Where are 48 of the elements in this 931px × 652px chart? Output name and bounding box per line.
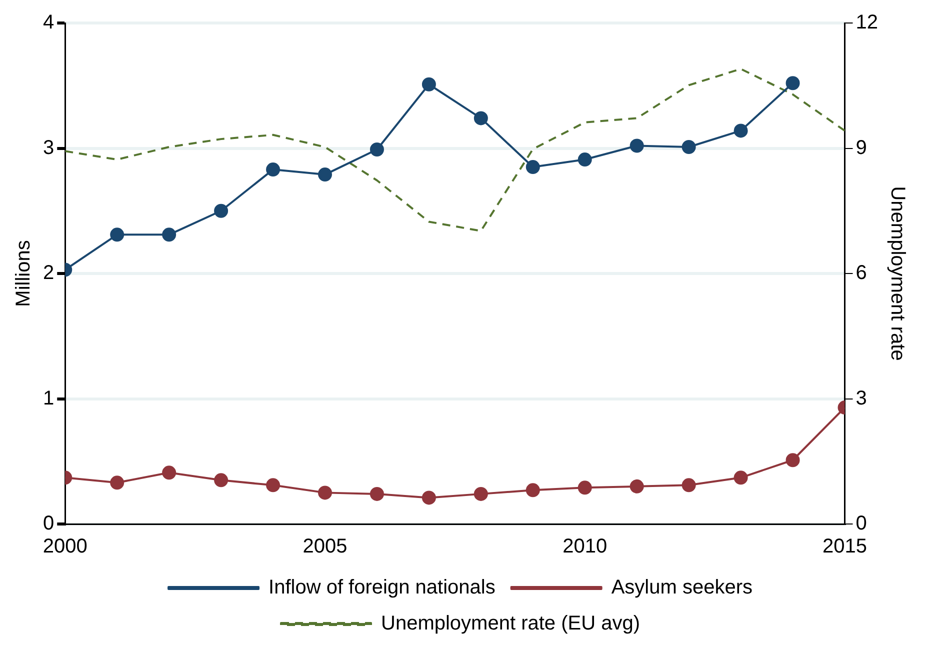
point (630, 138, 644, 153)
point (734, 470, 748, 485)
point (786, 76, 800, 90)
x-tick-label: 2015 (822, 536, 868, 558)
point (162, 466, 176, 480)
point (318, 168, 332, 182)
point (110, 476, 124, 490)
point (162, 228, 176, 242)
y-tick-label: 3 (43, 136, 54, 159)
point (474, 111, 488, 126)
x-tick-label: 2005 (302, 536, 348, 558)
legend-label: Unemployment rate (EU avg) (381, 612, 640, 635)
y2-axis-title: Unemployment rate (886, 186, 908, 361)
x-tick-label: 2000 (42, 536, 88, 558)
point (526, 160, 540, 174)
point (682, 478, 696, 492)
point (370, 486, 384, 501)
point (266, 162, 280, 177)
legend-label: Inflow of foreign nationals (268, 576, 496, 599)
legend-label: Asylum seekers (611, 576, 752, 599)
point (578, 152, 592, 167)
point (734, 124, 748, 138)
y-tick-label: 2 (43, 262, 54, 284)
point (214, 473, 228, 488)
y-tick-label: 4 (43, 12, 54, 34)
point (630, 479, 644, 494)
y2-tick-label: 0 (856, 512, 867, 535)
y-tick-label: 0 (43, 512, 54, 535)
line-series (65, 68, 845, 232)
y2-tick-label: 12 (856, 12, 878, 34)
point (370, 142, 384, 157)
point (578, 480, 592, 495)
point (474, 486, 488, 501)
y2-tick-label: 3 (856, 387, 867, 410)
point (422, 77, 436, 92)
x-tick-label: 2010 (562, 536, 608, 558)
y-tick-label: 1 (43, 387, 54, 410)
point (422, 490, 436, 505)
point (682, 140, 696, 154)
point (786, 453, 800, 468)
point (526, 483, 540, 498)
point (266, 478, 280, 492)
point (318, 486, 332, 500)
y2-tick-label: 6 (856, 262, 867, 284)
y2-tick-label: 9 (856, 136, 867, 159)
point (110, 228, 124, 242)
y-axis-title: Millions (12, 240, 35, 307)
point (214, 204, 228, 218)
